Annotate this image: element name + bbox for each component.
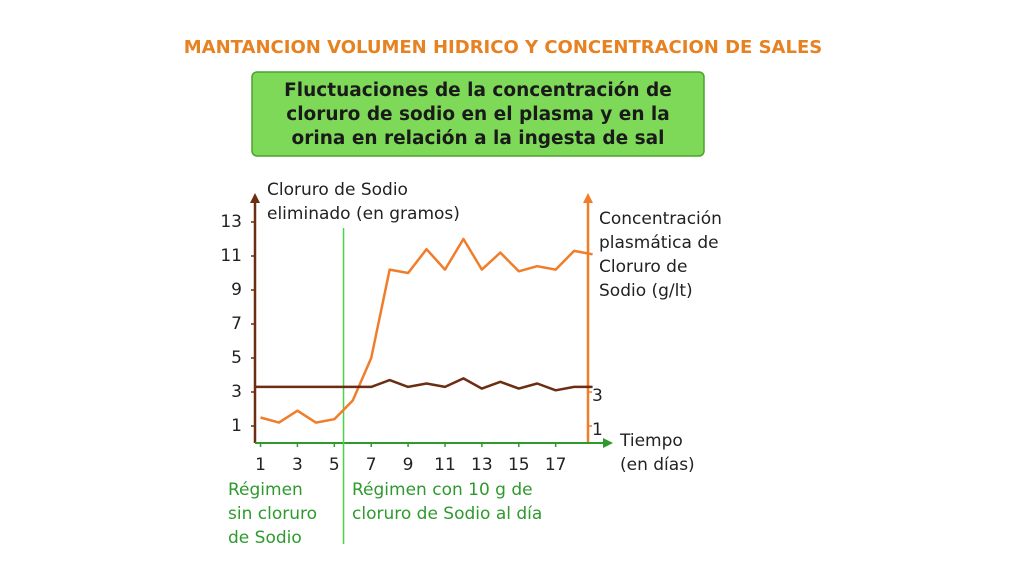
annotation: Régimen <box>228 480 303 500</box>
y2-axis-label: Concentración <box>599 209 722 229</box>
x-tick-label: 11 <box>434 455 456 475</box>
annotation: de Sodio <box>228 528 302 548</box>
y2-tick-label: 1 <box>592 420 603 440</box>
y-tick-label: 9 <box>231 280 242 300</box>
y2-axis-label: Cloruro de <box>599 257 687 277</box>
subtitle-line: orina en relación a la ingesta de sal <box>292 128 665 149</box>
x-tick-label: 13 <box>471 455 493 475</box>
y-axis-label: Cloruro de Sodio <box>267 180 408 200</box>
y2-axis-label: Sodio (g/lt) <box>599 281 693 301</box>
x-tick-label: 9 <box>403 455 414 475</box>
x-tick-label: 15 <box>508 455 530 475</box>
y-tick-label: 1 <box>231 416 242 436</box>
slide-title: MANTANCION VOLUMEN HIDRICO Y CONCENTRACI… <box>184 37 822 58</box>
x-axis-arrow <box>603 438 613 448</box>
x-tick-label: 5 <box>329 455 340 475</box>
annotation: cloruro de Sodio al día <box>352 504 542 524</box>
subtitle-box <box>251 71 705 157</box>
y2-tick-label: 3 <box>592 386 603 406</box>
annotation: Régimen con 10 g de <box>352 480 533 500</box>
x-tick-label: 17 <box>545 455 567 475</box>
y2-axis-arrow <box>583 193 593 203</box>
y2-axis-label: plasmática de <box>599 233 719 253</box>
x-tick-label: 1 <box>255 455 266 475</box>
x-tick-label: 7 <box>366 455 377 475</box>
series-line <box>260 237 593 424</box>
y-axis-arrow <box>250 193 260 203</box>
series-line <box>255 377 593 392</box>
x-tick-label: 3 <box>292 455 303 475</box>
y-tick-label: 11 <box>220 246 242 266</box>
x-axis-label: (en días) <box>620 455 695 475</box>
y-tick-label: 3 <box>231 382 242 402</box>
annotation: sin cloruro <box>228 504 317 524</box>
subtitle-line: cloruro de sodio en el plasma y en la <box>286 104 670 125</box>
y-tick-label: 7 <box>231 314 242 334</box>
x-axis-label: Tiempo <box>619 431 683 451</box>
y-tick-label: 13 <box>220 212 242 232</box>
subtitle-line: Fluctuaciones de la concentración de <box>284 80 672 101</box>
y-tick-label: 5 <box>231 348 242 368</box>
y-axis-label: eliminado (en gramos) <box>267 204 460 224</box>
